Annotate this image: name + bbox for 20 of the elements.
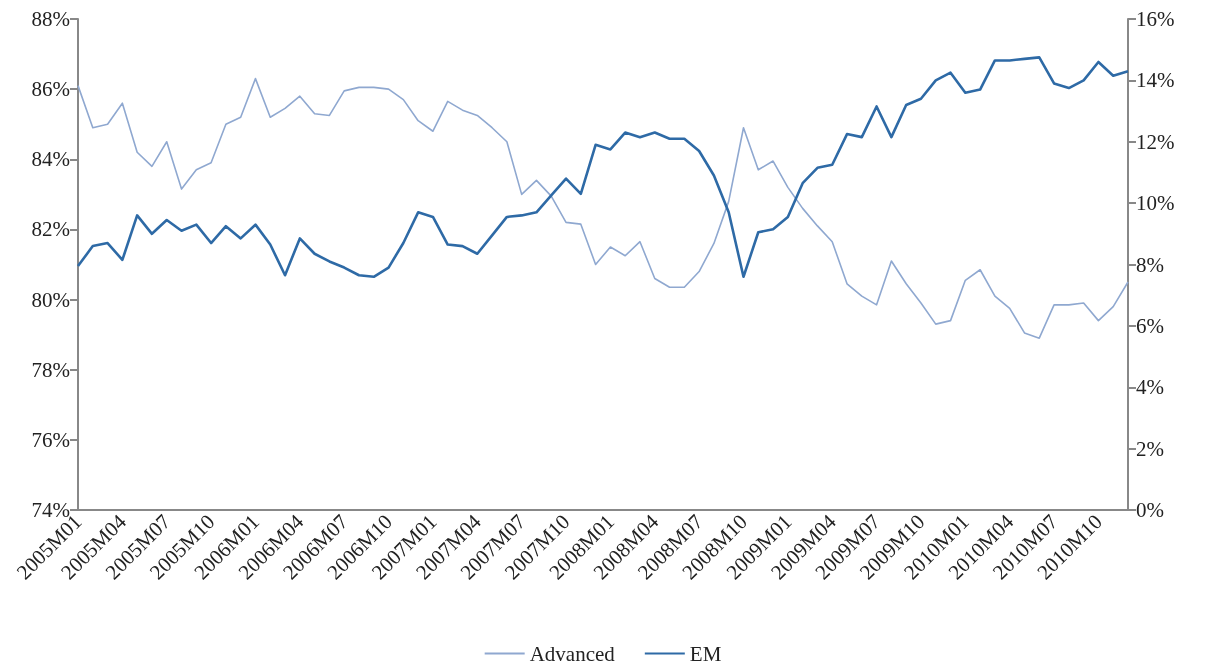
- y2-tick-label: 12%: [1136, 129, 1175, 154]
- y2-tick-label: 0%: [1136, 498, 1164, 522]
- y2-tick-label: 4%: [1136, 375, 1164, 400]
- y-tick-label: 76%: [31, 427, 70, 452]
- y2-tick-label: 8%: [1136, 252, 1164, 277]
- y2-tick-label: 14%: [1136, 68, 1175, 93]
- y-tick-label: 82%: [31, 217, 70, 242]
- line-series: [77, 77, 1129, 339]
- legend-label: Advanced: [529, 641, 616, 666]
- y2-tick-label: 10%: [1136, 191, 1175, 216]
- y-tick-label: 86%: [31, 77, 70, 102]
- y-tick-label: 88%: [31, 7, 70, 31]
- y-tick-label: 78%: [31, 357, 70, 382]
- y2-tick-label: 16%: [1136, 7, 1175, 31]
- y2-tick-label: 6%: [1136, 313, 1164, 338]
- legend-label: EM: [689, 641, 722, 666]
- y2-tick-label: 2%: [1136, 436, 1164, 461]
- y-tick-label: 84%: [31, 147, 70, 172]
- y-tick-label: 80%: [31, 287, 70, 312]
- line-series: [76, 56, 1130, 279]
